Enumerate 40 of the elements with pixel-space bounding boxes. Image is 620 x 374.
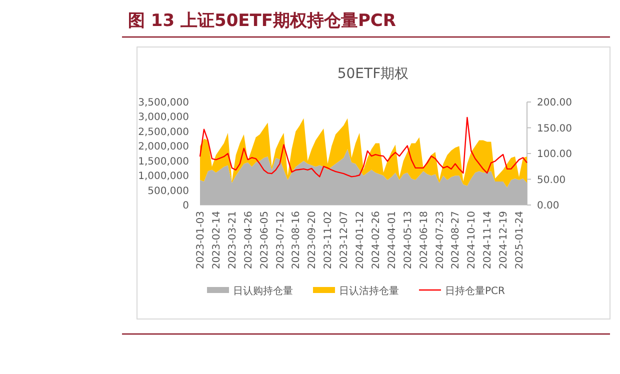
legend-label: 日认沽持仓量 (339, 285, 399, 297)
y2-tick-label: 100.00 (537, 149, 572, 160)
y2-tick-label: 200.00 (537, 98, 572, 108)
y-tick-label: 2,000,000 (138, 142, 189, 153)
chart-title: 图 13 上证50ETF期权持仓量PCR (128, 11, 396, 31)
chart-subtitle: 50ETF期权 (337, 66, 409, 82)
legend-label: 日认购持仓量 (233, 285, 293, 297)
x-tick-label: 2024-10-10 (466, 211, 478, 270)
line-series (199, 116, 528, 178)
x-tick-label: 2023-11-02 (323, 211, 334, 270)
y2-tick-label: 150.00 (537, 123, 572, 134)
x-tick-label: 2023-04-26 (243, 211, 254, 270)
legend-label: 日持仓量PCR (445, 285, 506, 297)
x-tick-label: 2024-04-01 (386, 211, 398, 270)
x-tick-label: 2023-09-20 (307, 211, 318, 270)
x-tick-label: 2023-03-21 (227, 211, 238, 270)
y2-tick-label: 50.00 (537, 174, 566, 186)
x-tick-label: 2023-08-16 (291, 211, 302, 270)
x-tick-label: 2024-12-19 (498, 211, 510, 270)
x-tick-label: 2024-08-27 (450, 211, 462, 270)
x-tick-label: 2023-07-12 (275, 211, 286, 270)
x-tick-label: 2024-07-23 (434, 211, 446, 270)
x-tick-label: 2024-05-13 (402, 211, 414, 270)
x-tick-label: 2023-02-14 (211, 211, 222, 270)
x-tick-label: 2023-01-03 (196, 211, 206, 270)
y-tick-label: 0 (182, 200, 189, 212)
y2-tick-label: 0.00 (537, 200, 560, 212)
y-tick-label: 500,000 (148, 186, 189, 197)
x-tick-label: 2024-11-14 (482, 211, 494, 270)
x-tick-label: 2023-06-05 (259, 211, 270, 270)
x-tick-label: 2023-12-07 (339, 211, 350, 270)
y-tick-label: 3,500,000 (138, 98, 189, 108)
x-tick-label: 2025-01-24 (514, 211, 526, 270)
x-tick-label: 2024-01-12 (355, 211, 366, 270)
y-tick-label: 1,500,000 (138, 156, 189, 168)
x-tick-label: 2024-06-18 (418, 211, 430, 270)
y-tick-label: 2,500,000 (138, 126, 189, 138)
y-tick-label: 1,000,000 (138, 171, 189, 182)
x-tick-label: 2024-02-26 (370, 211, 382, 270)
y-tick-label: 3,000,000 (138, 112, 189, 124)
